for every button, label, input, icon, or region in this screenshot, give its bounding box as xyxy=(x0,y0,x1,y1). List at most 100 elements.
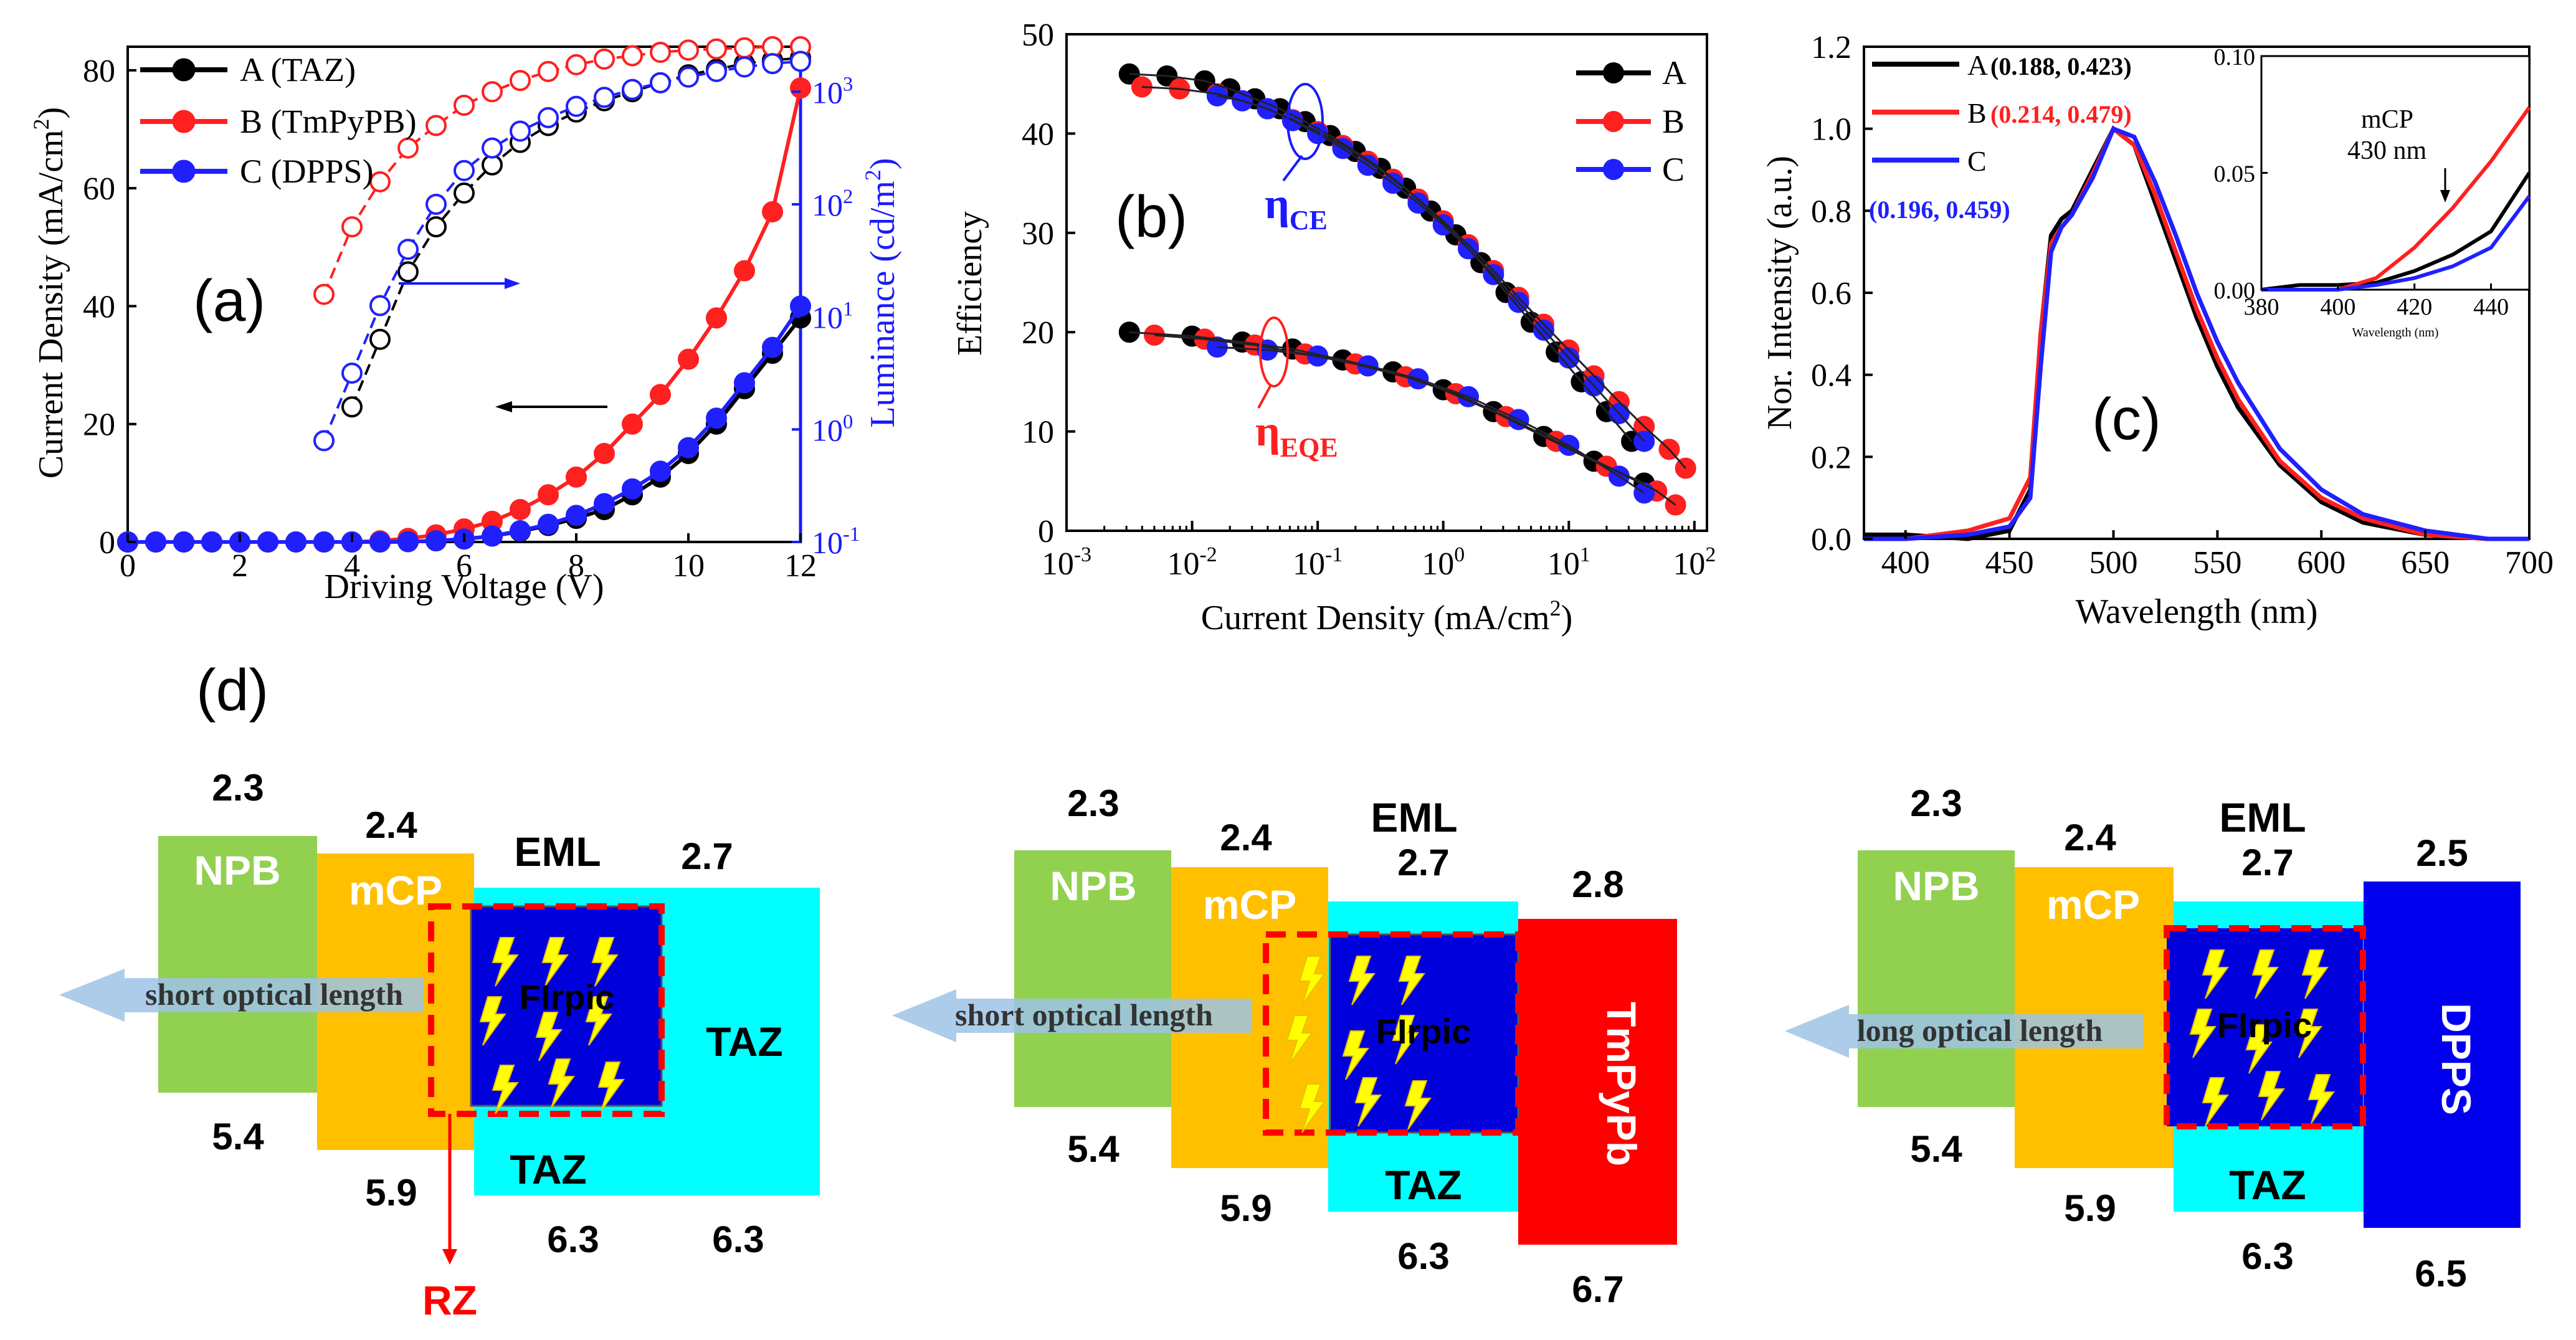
y-tick-label: 0 xyxy=(1038,514,1054,549)
luminance-point xyxy=(762,53,783,75)
legend-c-marker xyxy=(172,159,196,183)
taz-bottom-label: TAZ xyxy=(2229,1162,2306,1208)
lightning-bolt-icon xyxy=(585,996,612,1046)
current-point xyxy=(622,478,643,500)
y2-tick-label: 102 xyxy=(812,186,853,222)
luminance-point xyxy=(594,87,615,108)
taz-lumo: 2.7 xyxy=(681,835,733,877)
y-tick-label: 0.4 xyxy=(1811,358,1851,394)
efficiency-fit-line xyxy=(1154,334,1676,506)
current-point xyxy=(313,531,335,553)
efficiency-fit-line xyxy=(1129,73,1633,442)
x-tick-label: 450 xyxy=(1985,545,2034,581)
luminance-point xyxy=(425,115,447,136)
luminance-point xyxy=(425,216,447,238)
luminance-point xyxy=(790,50,811,72)
luminance-point xyxy=(313,283,335,305)
luminance-point xyxy=(650,42,671,64)
inset-y-tick-label: 0.05 xyxy=(2214,161,2256,188)
inset-note-wavelength: 430 nm xyxy=(2347,136,2427,165)
inset-x-tick-label: 400 xyxy=(2320,294,2355,320)
current-point xyxy=(734,260,755,282)
eqe-pointer xyxy=(1257,384,1272,409)
etl-lumo: 2.8 xyxy=(1572,863,1623,905)
inset-y-tick-label: 0.00 xyxy=(2214,278,2256,304)
current-point xyxy=(790,295,811,317)
current-point xyxy=(510,498,531,520)
optical-length-arrow xyxy=(1785,1005,2143,1058)
x-tick-label: 0 xyxy=(120,548,136,584)
x-tick-label: 10-3 xyxy=(1042,543,1091,582)
y2-tick-label: 10-1 xyxy=(812,523,860,560)
luminance-point xyxy=(678,66,699,88)
current-point xyxy=(538,513,559,535)
npb-layer xyxy=(1858,850,2015,1107)
inset-note-mcp: mCP xyxy=(2361,105,2413,134)
luminance-point xyxy=(454,94,475,116)
lightning-bolt-icon xyxy=(2251,949,2279,999)
legend-a-text: A (TAZ) xyxy=(240,51,356,88)
energy-diagram-tmpypb: short optical length NPB mCP FIrpic TmPy… xyxy=(892,782,1677,1310)
legend-b-c-text: C xyxy=(1662,151,1685,188)
x-tick-label: 700 xyxy=(2505,545,2554,581)
mcp-label: mCP xyxy=(349,867,442,913)
mcp-label: mCP xyxy=(1203,881,1296,928)
panel-b-legend: A B C xyxy=(1576,54,1686,188)
x-tick-label: 4 xyxy=(344,548,360,584)
inset-x-tick-label: 440 xyxy=(2473,294,2509,320)
y-tick-label: 0.6 xyxy=(1811,276,1851,311)
legend-b-text: B (TmPyPB) xyxy=(240,103,417,140)
spectrum-line-B xyxy=(1864,125,2529,541)
npb-lumo: 2.3 xyxy=(212,767,264,809)
current-point xyxy=(397,531,419,553)
lightning-bolt-icon xyxy=(535,1012,563,1062)
luminance-point xyxy=(397,137,419,159)
legend-b-a-marker xyxy=(1603,62,1624,83)
legend-c-a-name: A xyxy=(1967,49,1988,81)
bolt-group xyxy=(479,937,625,1114)
y-tick-label: 0 xyxy=(99,525,115,561)
emitter-label: FIrpic xyxy=(1376,1012,1471,1051)
energy-diagram-dpps: long optical length NPB mCP FIrpic DPPS … xyxy=(1785,782,2521,1295)
legend-c-c-name: C xyxy=(1967,145,1987,177)
current-point xyxy=(706,407,727,429)
panel-c: 400 450 500 550 600 650 700 0.0 0.2 0.4 0.6 0.8 1.0 1… xyxy=(1761,30,2554,631)
luminance-line-1 xyxy=(323,45,801,295)
luminance-point xyxy=(341,396,363,418)
luminance-point xyxy=(538,107,559,128)
y2-tick-label: 103 xyxy=(812,73,853,110)
luminance-point xyxy=(622,78,643,100)
x-tick-label: 8 xyxy=(568,548,584,584)
panel-c-inset: 380 400 420 440 0.00 0.05 0.10 mCP 430 nm Wave… xyxy=(2214,44,2531,340)
ce-ellipse xyxy=(1286,83,1324,160)
current-point xyxy=(566,505,587,526)
panel-b-xlabel: Current Density (mA/cm2) xyxy=(1201,596,1573,637)
emitter-label: FIrpic xyxy=(520,977,614,1017)
luminance-point xyxy=(454,182,475,204)
y2-tick-label: 100 xyxy=(812,411,853,447)
eml-label: EML xyxy=(2219,794,2306,840)
npb-label: NPB xyxy=(1893,863,1979,909)
inset-arrow-head xyxy=(2440,190,2450,202)
taz-lumo: 2.7 xyxy=(1397,842,1449,883)
x-tick-label: 2 xyxy=(232,548,248,584)
panel-a-ticks: 0 2 4 6 8 10 12 0 20 40 60 80 10-1 100 101 102 103 xyxy=(83,54,860,584)
x-tick-label: 650 xyxy=(2401,545,2450,581)
current-point xyxy=(173,531,194,553)
mcp-homo: 5.9 xyxy=(365,1172,417,1214)
y-tick-label: 50 xyxy=(1022,17,1054,53)
energy-diagram-taz: short optical length NPB mCP FIrpic TAZ … xyxy=(59,767,820,1323)
eml-label: EML xyxy=(514,829,601,875)
inset-frame xyxy=(2260,55,2531,291)
current-point xyxy=(678,437,699,459)
y-tick-label: 80 xyxy=(83,54,115,89)
eml-label: EML xyxy=(1371,794,1457,840)
luminance-arrow-head xyxy=(505,278,520,289)
panel-a-label: (a) xyxy=(193,268,265,334)
rz-arrow-head xyxy=(442,1249,457,1265)
luminance-point xyxy=(510,120,531,142)
luminance-point xyxy=(369,171,391,192)
panel-c-ticks: 400 450 500 550 600 650 700 0.0 0.2 0.4 0.6 0.8 1.0 1… xyxy=(1811,30,2554,581)
inset-xlabel: Wavelength (nm) xyxy=(2352,326,2439,340)
